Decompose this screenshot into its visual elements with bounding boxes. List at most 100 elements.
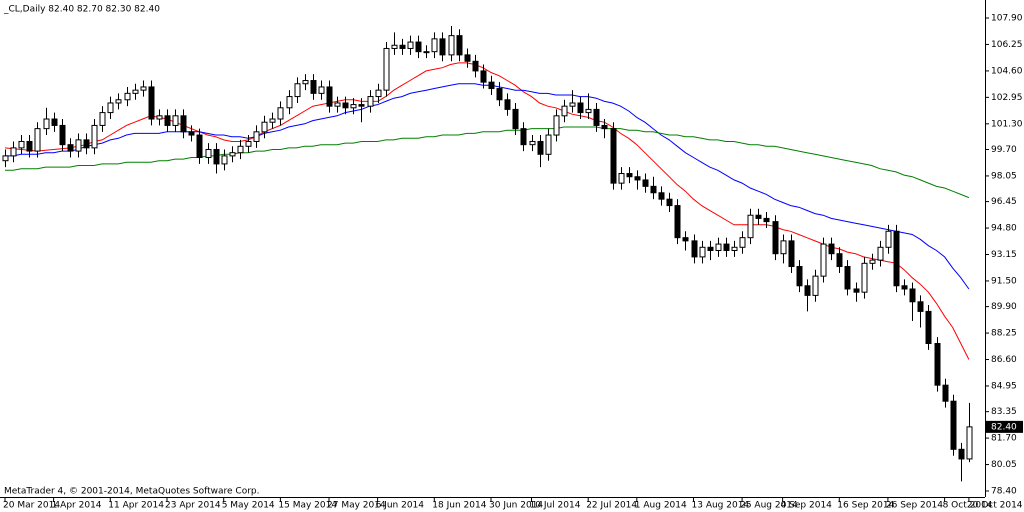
candle-body — [205, 148, 212, 158]
y-tick-label: 81.70 — [991, 434, 1017, 444]
candle-body — [26, 140, 33, 152]
x-tick-label: 30 Jun 2014 — [489, 501, 543, 511]
x-tick-label: 18 Jun 2014 — [432, 501, 486, 511]
candle-body — [391, 44, 398, 49]
y-tick-label: 107.90 — [991, 14, 1023, 24]
candle-body — [180, 115, 187, 133]
candle-body — [772, 221, 779, 255]
candle-body — [925, 310, 932, 344]
candle-body — [828, 243, 835, 255]
candle-body — [529, 140, 536, 146]
candle-body — [164, 115, 171, 126]
candle-body — [739, 237, 746, 248]
x-tick-label: 6 Jun 2014 — [376, 501, 425, 511]
x-tick-label: 22 Jul 2014 — [586, 501, 637, 511]
candle-body — [917, 301, 924, 312]
candle-body — [520, 128, 527, 146]
candle-body — [836, 253, 843, 268]
candle-body — [666, 198, 673, 207]
candle-body — [196, 134, 203, 158]
candle-body — [34, 128, 41, 152]
candle-body — [115, 99, 122, 104]
y-tick-label: 78.40 — [991, 487, 1017, 497]
candle-body — [415, 41, 422, 53]
candle-body — [796, 266, 803, 287]
candle-body — [561, 105, 568, 117]
candle-body — [844, 266, 851, 290]
candle-body — [448, 35, 455, 56]
x-tick-label: 13 Aug 2014 — [692, 501, 750, 511]
x-tick-label: 8 Oct 2014 — [943, 501, 993, 511]
candle-body — [707, 246, 714, 251]
candle-body — [51, 118, 58, 126]
candle-body — [820, 243, 827, 277]
candle-body — [512, 108, 519, 130]
candle-body — [788, 240, 795, 268]
candle-body — [723, 243, 730, 251]
candle-body — [650, 185, 657, 194]
y-tick-label: 83.35 — [991, 407, 1017, 417]
candle-body — [310, 80, 317, 94]
candle-body — [140, 86, 147, 91]
y-tick-label: 89.90 — [991, 302, 1017, 312]
moving-average-line — [5, 126, 970, 199]
candle-body — [861, 262, 868, 293]
candle-body — [537, 140, 544, 155]
candle-body — [755, 214, 762, 219]
x-tick-label: 1 Aug 2014 — [635, 501, 687, 511]
x-tick-label: 26 Sep 2014 — [886, 501, 943, 511]
candle-body — [893, 230, 900, 287]
candle-body — [496, 88, 503, 101]
candle-body — [942, 384, 949, 402]
candle-body — [358, 104, 365, 107]
x-tick-label: 4 Sep 2014 — [781, 501, 833, 511]
candle-body — [553, 115, 560, 136]
candle-body — [172, 115, 179, 126]
y-tick-label: 99.70 — [991, 145, 1017, 155]
candle-body — [682, 237, 689, 242]
candle-body — [294, 83, 301, 98]
candle-body — [124, 92, 131, 101]
candle-body — [277, 107, 284, 120]
y-tick-label: 88.25 — [991, 329, 1017, 339]
candle-body — [585, 108, 592, 114]
candle-body — [107, 102, 114, 114]
candle-body — [221, 155, 228, 165]
candle-body — [472, 60, 479, 72]
candle-body — [877, 246, 884, 261]
candle-body — [812, 275, 819, 296]
candle-body — [488, 81, 495, 90]
candle-body — [715, 243, 722, 251]
candle-body — [59, 124, 66, 146]
x-tick-label: 10 Jul 2014 — [530, 501, 581, 511]
y-tick-label: 91.50 — [991, 276, 1017, 286]
candle-body — [253, 131, 260, 142]
candle-body — [545, 134, 552, 155]
candle-body — [18, 140, 25, 149]
candle-body — [691, 240, 698, 258]
candle-body — [423, 51, 430, 54]
candle-body — [43, 118, 50, 130]
candle-body — [342, 102, 349, 109]
candle-body — [731, 246, 738, 251]
candle-body — [950, 400, 957, 450]
x-tick-label: 11 Apr 2014 — [108, 501, 164, 511]
candle-body — [148, 86, 155, 120]
footer: MetaTrader 4, © 2001-2014, MetaQuotes So… — [4, 487, 260, 497]
candle-body — [642, 179, 649, 187]
x-tick-label: 20 Mar 2014 — [3, 501, 60, 511]
candle-body — [213, 148, 220, 165]
candle-body — [804, 285, 811, 296]
x-tick-label: 5 May 2014 — [222, 501, 275, 511]
candle-body — [67, 144, 74, 152]
moving-average-line — [5, 83, 970, 290]
candle-body — [634, 176, 641, 181]
candle-body — [326, 86, 333, 107]
candle-body — [399, 44, 406, 49]
candle-body — [958, 448, 965, 460]
chart-title: _CL,Daily 82.40 82.70 82.30 82.40 — [3, 5, 160, 15]
candle-body — [269, 118, 276, 123]
candle-body — [156, 115, 163, 120]
candle-body — [480, 70, 487, 83]
